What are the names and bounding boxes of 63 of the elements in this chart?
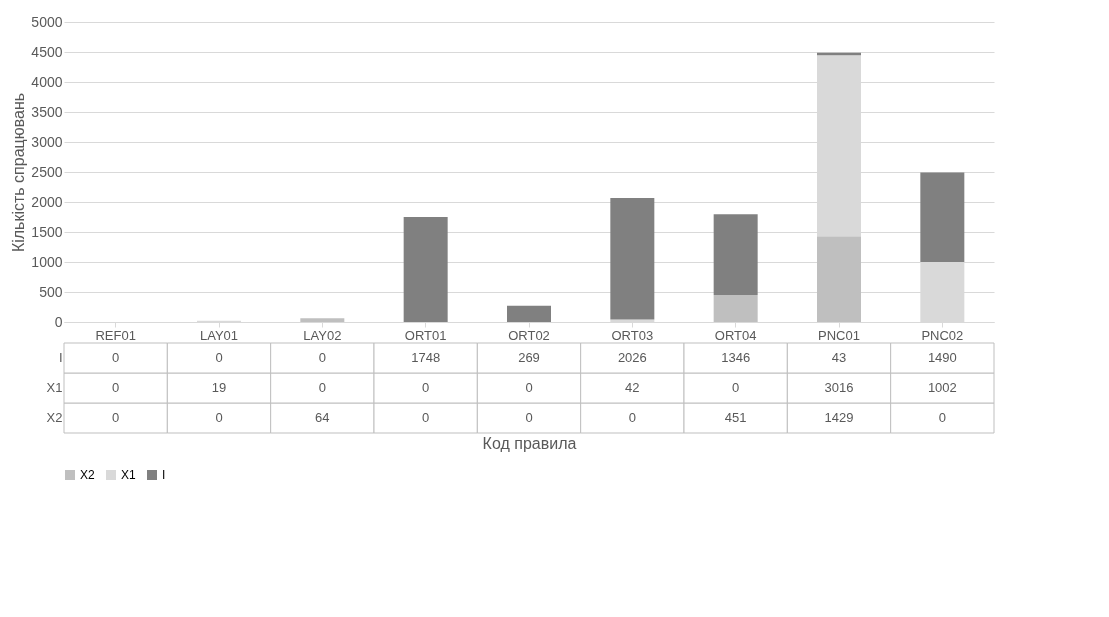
x-tick-label: PNC02 bbox=[921, 327, 964, 343]
x-tick-label: ORT02 bbox=[508, 327, 550, 343]
y-tick-label: 1500 bbox=[31, 223, 63, 240]
data-label: 64 bbox=[315, 410, 330, 425]
data-label: 0 bbox=[422, 380, 430, 395]
data-label: 0 bbox=[938, 410, 946, 425]
data-label: 43 bbox=[831, 350, 847, 365]
data-label: 0 bbox=[732, 380, 740, 395]
y-tick-label: 2000 bbox=[31, 193, 63, 210]
data-label: 2026 bbox=[617, 350, 647, 365]
data-label: 42 bbox=[625, 380, 640, 395]
data-label: 269 bbox=[518, 350, 540, 365]
x-tick-label: REF01 bbox=[95, 327, 136, 343]
y-tick-label: 0 bbox=[54, 313, 63, 330]
text: I bbox=[58, 350, 63, 365]
bar bbox=[920, 172, 965, 262]
x-tick-label: ORT03 bbox=[611, 327, 654, 343]
data-label: 1346 bbox=[721, 350, 751, 365]
bar bbox=[713, 214, 758, 295]
data-label: 0 bbox=[112, 410, 120, 425]
y-tick-label: 4500 bbox=[31, 43, 63, 60]
x-tick-label: ORT01 bbox=[404, 327, 447, 343]
text: X1 bbox=[46, 380, 63, 395]
data-label: 451 bbox=[724, 410, 747, 425]
x-tick-label: LAY02 bbox=[303, 327, 342, 343]
y-tick-label: 3000 bbox=[31, 133, 63, 150]
data-label: 0 bbox=[318, 380, 326, 395]
y-axis-title: Кількість спрацювань bbox=[10, 92, 28, 253]
x-tick-label: ORT04 bbox=[714, 327, 757, 343]
data-label: 1490 bbox=[927, 350, 957, 365]
data-label: 0 bbox=[628, 410, 636, 425]
data-label: 0 bbox=[112, 350, 120, 365]
data-label: 0 bbox=[215, 410, 223, 425]
data-label: 1748 bbox=[411, 350, 441, 365]
y-tick-label: 3500 bbox=[31, 103, 63, 120]
data-label: 0 bbox=[112, 380, 120, 395]
data-label: 1429 bbox=[824, 410, 854, 425]
legend-label: X2 bbox=[80, 468, 95, 482]
data-label: 0 bbox=[525, 380, 533, 395]
data-label: 0 bbox=[215, 350, 223, 365]
legend-label: X1 bbox=[121, 468, 136, 482]
data-label: 0 bbox=[525, 410, 533, 425]
data-label: 19 bbox=[211, 380, 227, 395]
text: X2 bbox=[46, 410, 63, 425]
x-tick-label: PNC01 bbox=[818, 327, 860, 343]
data-label: 0 bbox=[422, 410, 430, 425]
y-tick-label: 1000 bbox=[31, 253, 63, 270]
bar bbox=[610, 197, 655, 320]
x-tick-label: LAY01 bbox=[199, 327, 239, 343]
data-label: 0 bbox=[318, 350, 326, 365]
legend-label: I bbox=[162, 468, 166, 482]
bar bbox=[817, 236, 861, 322]
bar bbox=[300, 318, 345, 322]
data-label: 1002 bbox=[927, 380, 957, 395]
text: Код правила bbox=[482, 434, 577, 452]
bar bbox=[403, 217, 448, 322]
bar bbox=[713, 294, 758, 322]
y-tick-label: 2500 bbox=[31, 163, 63, 180]
data-label: 3016 bbox=[824, 380, 854, 395]
y-tick-label: 5000 bbox=[31, 13, 63, 30]
y-tick-label: 500 bbox=[39, 283, 63, 300]
y-tick-label: 4000 bbox=[31, 73, 63, 90]
bar bbox=[507, 305, 551, 322]
